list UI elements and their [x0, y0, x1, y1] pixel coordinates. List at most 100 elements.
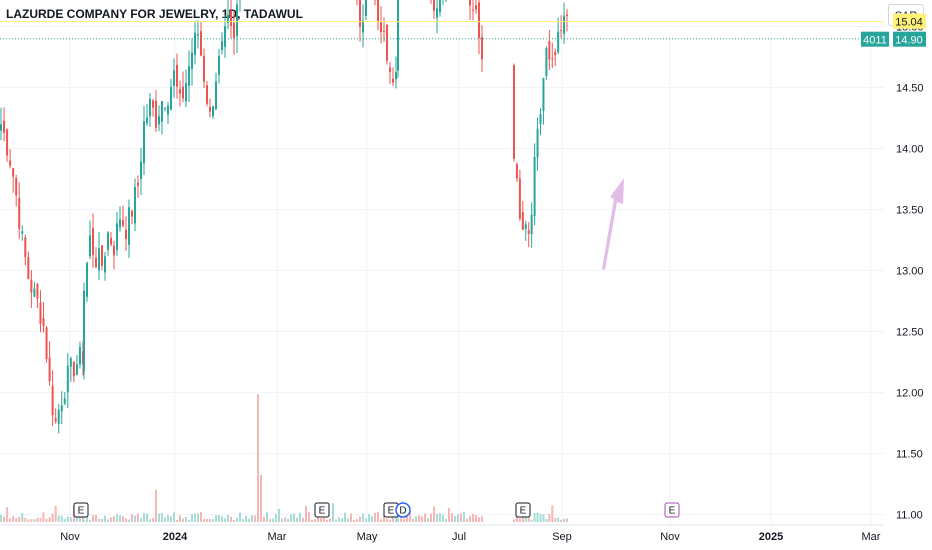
- volume-bar: [161, 513, 163, 522]
- candle-body: [209, 107, 211, 112]
- volume-bar: [305, 505, 307, 522]
- y-tick-label: 12.50: [896, 327, 924, 339]
- earnings-marker[interactable]: [515, 502, 531, 518]
- earnings-marker-label: E: [388, 506, 395, 517]
- volume-bar: [176, 519, 178, 522]
- x-tick-label: 2024: [163, 531, 188, 543]
- volume-bar: [296, 517, 298, 522]
- candle-body: [513, 65, 515, 159]
- volume-bar: [472, 513, 474, 522]
- candle-body: [542, 78, 545, 112]
- volume-bar: [515, 513, 518, 522]
- volume-bar: [359, 516, 361, 522]
- candle-body: [92, 228, 94, 256]
- dividend-marker-label: D: [399, 506, 406, 517]
- y-tick-label: 13.00: [896, 266, 924, 278]
- candle-body: [125, 229, 127, 240]
- x-tick-label: Nov: [60, 531, 80, 543]
- earnings-marker-label: E: [319, 506, 326, 517]
- volume-bar: [545, 519, 548, 522]
- volume-bar: [209, 519, 211, 522]
- candle-body: [116, 223, 118, 250]
- volume-bar: [21, 512, 24, 522]
- volume-bar: [248, 518, 250, 522]
- candle-body: [397, 0, 399, 71]
- grid: [0, 26, 884, 524]
- candle-body: [57, 409, 60, 424]
- volume-bar: [224, 518, 226, 522]
- volume-bar: [430, 513, 432, 522]
- volume-bar: [170, 516, 172, 522]
- volume-bar: [86, 516, 88, 522]
- trend-arrow[interactable]: [602, 178, 624, 270]
- volume-bar: [54, 505, 57, 522]
- candle-body: [380, 22, 382, 32]
- candle-body: [439, 0, 441, 13]
- candle-body: [21, 231, 24, 234]
- volume-bar: [415, 516, 417, 522]
- y-tick-label: 11.00: [896, 510, 923, 522]
- x-tick-label: Sep: [552, 531, 572, 543]
- y-tick-label: 13.50: [896, 205, 924, 217]
- volume-bar: [445, 518, 447, 522]
- volume-bar: [278, 508, 280, 522]
- volume-bar: [383, 515, 385, 522]
- volume-bar: [101, 519, 103, 522]
- x-tick-label: Mar: [862, 531, 881, 543]
- volume-bar: [433, 506, 435, 522]
- x-tick-label: 2025: [759, 531, 783, 543]
- volume-bar: [113, 516, 115, 522]
- price-axis[interactable]: 11.00 11.50 12.00 12.50 13.00 13.50 14.00 14.50…: [896, 0, 924, 522]
- time-axis[interactable]: Nov 2024 Mar May Jul Sep Nov 2025 Mar: [60, 531, 881, 543]
- candle-body: [131, 210, 133, 217]
- candle-body: [173, 70, 175, 86]
- candle-body: [359, 0, 361, 27]
- candle-body: [42, 318, 45, 327]
- candle-body: [158, 116, 160, 125]
- volume-bar: [469, 515, 471, 522]
- volume-bar: [146, 513, 148, 522]
- candle-body: [395, 71, 397, 80]
- volume-bar: [218, 514, 220, 522]
- price-lines: [0, 21, 884, 40]
- y-tick-label: 12.00: [896, 388, 924, 400]
- candle-body: [221, 41, 223, 50]
- volume-bar: [335, 519, 337, 522]
- volume-bar: [104, 515, 106, 522]
- volume-bar: [344, 512, 346, 522]
- earnings-marker[interactable]: [664, 502, 680, 518]
- dividend-marker[interactable]: [395, 502, 411, 518]
- candle-body: [365, 0, 367, 17]
- volume-bar: [521, 516, 524, 522]
- candle-body: [110, 237, 112, 245]
- volume-bar: [251, 515, 253, 522]
- candle-body: [206, 85, 208, 104]
- volume-bar: [439, 512, 441, 522]
- candle-body: [224, 26, 226, 47]
- earnings-marker[interactable]: [73, 502, 89, 518]
- line-price-tag: [893, 13, 926, 29]
- candle-body: [36, 283, 39, 299]
- up-arrow-icon[interactable]: [602, 178, 624, 270]
- volume-bar: [6, 507, 9, 522]
- candle-body: [191, 52, 193, 69]
- candle-body: [12, 168, 15, 177]
- volume-bar: [406, 512, 408, 522]
- volume-bar: [98, 518, 100, 522]
- candle-body: [122, 220, 124, 226]
- volume-bar: [200, 512, 202, 522]
- candle-body: [377, 0, 379, 22]
- candle-body: [164, 107, 166, 109]
- volume-bar: [427, 518, 429, 522]
- volume-bar: [3, 516, 6, 522]
- candle-body: [18, 197, 21, 229]
- candle-body: [134, 186, 136, 224]
- volume-bar: [152, 518, 154, 522]
- volume-bar: [454, 516, 456, 522]
- candlesticks: [0, 0, 568, 434]
- volume-bar: [530, 519, 533, 522]
- earnings-marker[interactable]: [314, 502, 330, 518]
- volume-bar: [92, 515, 94, 522]
